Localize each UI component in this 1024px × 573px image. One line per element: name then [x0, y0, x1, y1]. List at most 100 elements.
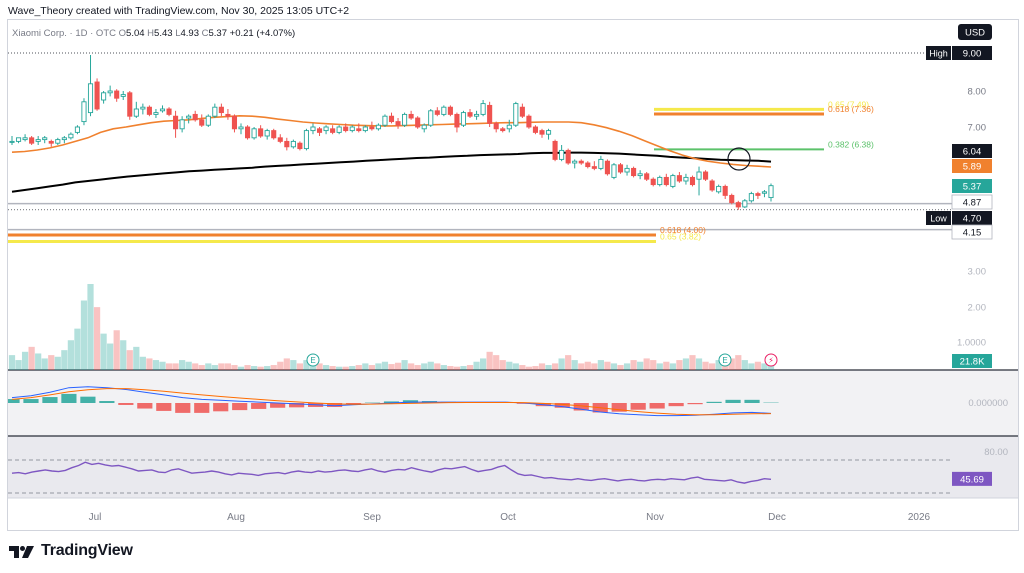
fib-level-label: 0.618 (7.36)	[828, 104, 874, 114]
candle-body	[742, 200, 748, 208]
candle-body	[722, 185, 728, 196]
time-axis-label: Aug	[227, 512, 245, 523]
annotation-circle	[727, 147, 751, 171]
candle-body	[585, 162, 591, 168]
rsi-value-badge	[952, 471, 992, 486]
candle-body	[251, 128, 257, 139]
candle-body	[689, 176, 696, 186]
candle-body	[408, 113, 414, 119]
candle-body	[271, 130, 277, 139]
candle-body	[48, 140, 54, 144]
candle-body	[159, 108, 166, 112]
candle-body	[624, 167, 630, 173]
event-marker	[718, 353, 732, 367]
chart-frame: Xiaomi Corp. · 1D · OTC O5.04 H5.43 L4.9…	[7, 19, 1019, 531]
price-badge	[952, 144, 992, 158]
price-badge-tag	[926, 46, 951, 60]
candle-body	[349, 126, 355, 132]
candle-body	[545, 130, 552, 135]
price-axis-tick: 8.00	[968, 87, 987, 98]
candle-body	[388, 115, 395, 123]
price-axis-tick: 2.00	[968, 303, 987, 314]
price-badge-value: 21.8K	[960, 357, 985, 368]
candle-body	[35, 139, 41, 142]
candle-body	[670, 175, 676, 187]
time-axis-label: Oct	[500, 512, 516, 523]
legend-part: O	[119, 28, 126, 39]
time-axis-label: Jul	[89, 512, 102, 523]
price-badge-tag	[926, 211, 951, 225]
chart-credit: Wave_Theory created with TradingView.com…	[8, 5, 350, 17]
candle-body	[94, 81, 100, 110]
candle-body	[245, 126, 251, 139]
rsi-line	[11, 461, 772, 484]
candle-body	[22, 137, 28, 141]
candle-body	[336, 126, 342, 133]
candle-body	[480, 103, 486, 115]
candle-body	[114, 90, 120, 99]
candle-body	[500, 128, 506, 132]
candle-body	[617, 164, 624, 173]
candle-body	[611, 164, 617, 178]
candle-body	[192, 113, 198, 121]
candle-body	[552, 140, 558, 160]
candle-body	[310, 126, 316, 132]
price-axis-tick: 1.0000	[957, 338, 986, 349]
candle-body	[716, 185, 722, 193]
candle-body	[343, 126, 349, 132]
price-badge-value: 4.87	[963, 198, 982, 209]
legend-part: 4.93	[180, 28, 201, 39]
price-axis-tick: 7.00	[968, 123, 987, 134]
candle-body	[81, 101, 87, 123]
chart-canvas[interactable]: Xiaomi Corp. · 1D · OTC O5.04 H5.43 L4.9…	[8, 20, 1018, 530]
price-badge	[952, 211, 992, 225]
candle-body	[375, 124, 381, 130]
price-badge-value: 4.15	[963, 228, 982, 239]
candle-body	[506, 124, 512, 130]
event-marker-label: E	[310, 356, 315, 365]
candle-body	[460, 112, 467, 126]
candle-body	[42, 137, 48, 141]
price-pane-bg	[8, 20, 1018, 370]
candle-body	[55, 139, 61, 144]
ema-fast-line	[11, 114, 772, 168]
candle-body	[290, 140, 296, 148]
candle-body	[231, 115, 238, 130]
legend-part: 5.37	[209, 28, 230, 39]
event-marker	[306, 353, 320, 367]
candle-body	[258, 128, 264, 137]
candle-body	[238, 126, 244, 130]
legend-part: L	[175, 28, 180, 39]
candle-body	[29, 137, 35, 144]
candle-body	[748, 193, 754, 202]
currency-label: USD	[965, 28, 985, 39]
candle-body	[428, 110, 434, 126]
rsi-pane-bg	[8, 436, 1018, 498]
candle-body	[146, 106, 152, 115]
candle-body	[493, 122, 499, 130]
candle-body	[120, 94, 126, 97]
candle-body	[68, 133, 74, 139]
candle-body	[74, 126, 80, 133]
legend-part: 5.04	[126, 28, 147, 39]
candle-body	[421, 124, 427, 130]
candle-body	[467, 112, 473, 117]
legend-part: +0.21 (+4.07%)	[230, 28, 296, 39]
candle-body	[284, 140, 290, 148]
candle-body	[297, 142, 303, 150]
candle-body	[356, 128, 362, 132]
candle-body	[101, 92, 107, 101]
tradingview-brand[interactable]: TradingView	[9, 542, 133, 560]
signal-line	[11, 388, 772, 416]
candle-body	[153, 112, 159, 115]
candle-body	[441, 106, 447, 115]
candle-body	[330, 128, 336, 133]
candle-body	[676, 175, 682, 182]
price-badge	[952, 46, 992, 60]
candle-body	[637, 173, 643, 177]
rsi-axis-tick: 80.00	[984, 447, 1008, 458]
candle-body	[395, 121, 401, 126]
legend-ohlc: Xiaomi Corp. · 1D · OTC O5.04 H5.43 L4.9…	[12, 28, 295, 39]
candle-body	[572, 160, 578, 164]
candle-body	[218, 106, 224, 114]
